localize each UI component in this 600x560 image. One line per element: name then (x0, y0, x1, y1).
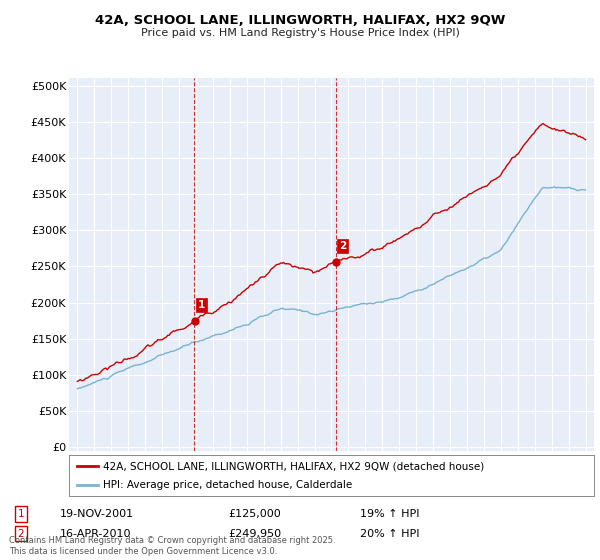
Text: 2: 2 (17, 529, 25, 539)
Text: Price paid vs. HM Land Registry's House Price Index (HPI): Price paid vs. HM Land Registry's House … (140, 28, 460, 38)
Text: £249,950: £249,950 (228, 529, 281, 539)
Text: 1: 1 (198, 300, 205, 310)
Text: 19-NOV-2001: 19-NOV-2001 (60, 509, 134, 519)
Text: 19% ↑ HPI: 19% ↑ HPI (360, 509, 419, 519)
Text: 1: 1 (17, 509, 25, 519)
Text: 2: 2 (339, 241, 346, 251)
Text: 42A, SCHOOL LANE, ILLINGWORTH, HALIFAX, HX2 9QW (detached house): 42A, SCHOOL LANE, ILLINGWORTH, HALIFAX, … (103, 461, 484, 471)
Text: 20% ↑ HPI: 20% ↑ HPI (360, 529, 419, 539)
Text: HPI: Average price, detached house, Calderdale: HPI: Average price, detached house, Cald… (103, 480, 352, 489)
Text: 42A, SCHOOL LANE, ILLINGWORTH, HALIFAX, HX2 9QW: 42A, SCHOOL LANE, ILLINGWORTH, HALIFAX, … (95, 14, 505, 27)
Text: Contains HM Land Registry data © Crown copyright and database right 2025.
This d: Contains HM Land Registry data © Crown c… (9, 536, 335, 556)
Text: £125,000: £125,000 (228, 509, 281, 519)
Text: 16-APR-2010: 16-APR-2010 (60, 529, 131, 539)
